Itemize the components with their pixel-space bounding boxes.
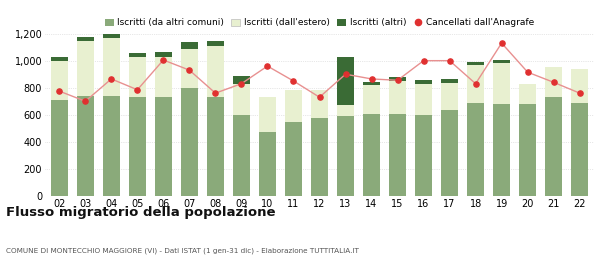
Bar <box>519 104 536 196</box>
Bar <box>363 85 380 114</box>
Bar <box>285 90 302 122</box>
Bar <box>493 60 510 63</box>
Point <box>471 81 481 86</box>
Bar <box>441 83 458 110</box>
Bar <box>467 65 484 103</box>
Text: COMUNE DI MONTECCHIO MAGGIORE (VI) - Dati ISTAT (1 gen-31 dic) - Elaborazione TU: COMUNE DI MONTECCHIO MAGGIORE (VI) - Dat… <box>6 248 359 254</box>
Bar <box>129 57 146 97</box>
Bar <box>285 122 302 196</box>
Bar <box>77 37 94 41</box>
Bar <box>337 116 354 196</box>
Bar <box>155 57 172 97</box>
Point <box>185 68 194 72</box>
Bar <box>207 46 224 97</box>
Point <box>367 77 376 81</box>
Bar <box>181 42 198 49</box>
Point <box>341 72 350 76</box>
Bar <box>181 49 198 88</box>
Bar <box>103 34 120 38</box>
Bar <box>233 115 250 196</box>
Bar <box>129 53 146 57</box>
Point <box>236 81 246 86</box>
Bar <box>259 132 276 196</box>
Bar <box>233 84 250 115</box>
Point <box>523 70 532 74</box>
Bar <box>571 69 588 103</box>
Text: Flusso migratorio della popolazione: Flusso migratorio della popolazione <box>6 206 275 219</box>
Bar <box>545 67 562 97</box>
Point <box>55 89 64 93</box>
Bar <box>311 90 328 118</box>
Bar <box>51 61 68 100</box>
Point <box>549 80 559 85</box>
Bar <box>415 80 432 84</box>
Bar <box>389 81 406 114</box>
Bar <box>207 97 224 196</box>
Bar <box>51 100 68 196</box>
Bar <box>311 118 328 196</box>
Point <box>315 95 325 99</box>
Bar <box>129 97 146 196</box>
Bar <box>415 115 432 196</box>
Point <box>133 88 142 92</box>
Bar <box>51 57 68 61</box>
Bar <box>155 52 172 57</box>
Bar <box>363 82 380 85</box>
Bar <box>181 88 198 196</box>
Point <box>263 64 272 68</box>
Legend: Iscritti (da altri comuni), Iscritti (dall'estero), Iscritti (altri), Cancellati: Iscritti (da altri comuni), Iscritti (da… <box>104 18 535 27</box>
Bar <box>337 57 354 105</box>
Bar <box>77 41 94 96</box>
Bar <box>493 104 510 196</box>
Bar <box>77 96 94 196</box>
Point <box>419 59 428 63</box>
Point <box>575 91 584 95</box>
Bar <box>389 114 406 196</box>
Bar <box>519 84 536 104</box>
Bar <box>337 105 354 116</box>
Bar <box>493 63 510 104</box>
Bar <box>103 96 120 196</box>
Point <box>107 77 116 81</box>
Bar <box>441 79 458 83</box>
Bar <box>207 41 224 46</box>
Bar <box>103 38 120 96</box>
Bar <box>571 103 588 196</box>
Bar <box>415 84 432 115</box>
Point <box>393 78 403 83</box>
Point <box>289 79 298 83</box>
Point <box>158 58 168 62</box>
Point <box>497 41 506 45</box>
Bar <box>545 97 562 196</box>
Bar <box>155 97 172 196</box>
Bar <box>441 110 458 196</box>
Bar <box>233 76 250 84</box>
Bar <box>467 62 484 65</box>
Bar <box>363 114 380 196</box>
Point <box>211 91 220 95</box>
Point <box>80 99 90 104</box>
Bar <box>259 97 276 132</box>
Bar <box>389 77 406 81</box>
Point <box>445 59 454 63</box>
Bar <box>467 103 484 196</box>
